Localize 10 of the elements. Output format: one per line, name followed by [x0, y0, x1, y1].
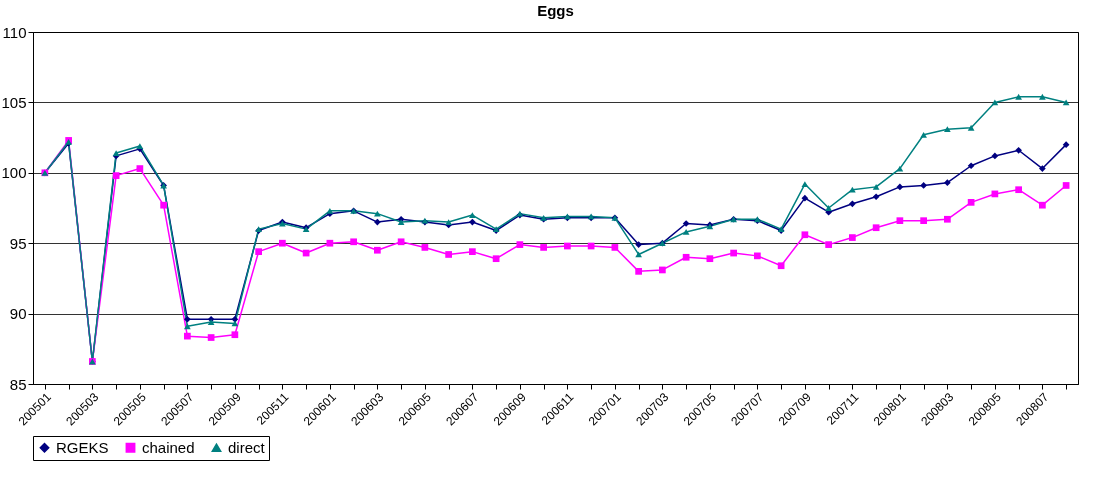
y-tick-label: 105 — [1, 93, 27, 111]
legend-label: direct — [228, 438, 266, 456]
chart-title: Eggs — [537, 2, 574, 19]
y-tick-label: 110 — [2, 23, 27, 41]
y-tick-label: 100 — [1, 164, 27, 182]
legend-label: chained — [142, 438, 195, 456]
y-tick-label: 85 — [9, 375, 27, 393]
y-tick-label: 90 — [9, 305, 27, 323]
legend-label: RGEKS — [56, 438, 109, 456]
y-tick-label: 95 — [9, 234, 27, 252]
